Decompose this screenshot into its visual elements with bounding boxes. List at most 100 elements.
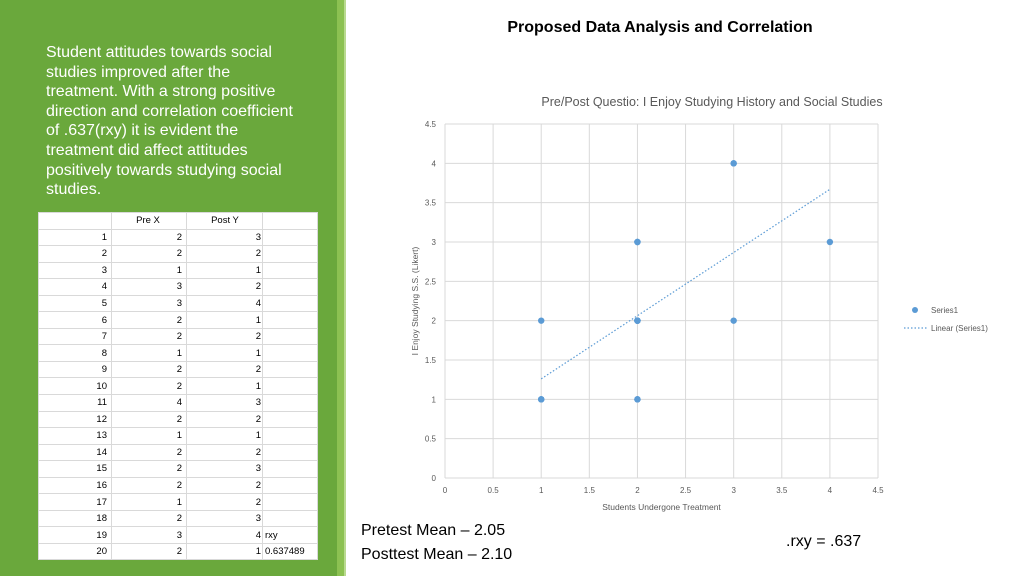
table-cell: 16 [38,476,112,495]
table-row: 16 2 2 [38,476,318,495]
table-cell: 1 [111,493,187,511]
table-cell [262,377,318,396]
y-tick-label: 0 [432,474,437,483]
x-tick-label: 4 [828,486,833,495]
table-cell: 7 [38,327,112,346]
table-header-cell [262,212,318,230]
pretest-mean: Pretest Mean – 2.05 [361,522,506,539]
table-cell: 19 [38,526,112,544]
y-axis-label: I Enjoy Studying S.S. (Likert) [410,247,420,356]
data-table: Pre X Post Y 1 2 3 2 2 2 3 1 1 4 3 2 5 3 4 6 2 1 7 2 2 8 1 1 9 2 2 10… [38,212,318,561]
page-title: Proposed Data Analysis and Correlation [507,19,813,36]
table-cell: 20 [38,542,112,561]
table-cell: 6 [38,311,112,329]
y-tick-label: 4 [432,159,437,168]
table-cell: 1 [111,427,187,445]
data-point [634,317,641,324]
table-cell: 2 [38,245,112,263]
scatter-chart: Pre/Post Questio: I Enjoy Studying Histo… [410,95,988,512]
table-cell: 3 [111,526,187,544]
table-cell: 2 [186,278,263,296]
table-cell [262,360,318,379]
table-row: 20 2 1 0.637489 [38,542,318,561]
table-row: 13 1 1 [38,427,318,445]
table-header-row: Pre X Post Y [38,212,318,230]
table-row: 19 3 4 rxy [38,526,318,544]
table-cell: 2 [111,410,187,429]
table-cell: 2 [186,410,263,429]
table-cell [262,228,318,247]
table-header-cell: Pre X [111,212,187,230]
table-cell [262,443,318,462]
table-cell: 2 [111,460,187,478]
table-cell: 1 [186,377,263,396]
table-cell: 8 [38,344,112,362]
table-cell: 2 [111,228,187,247]
table-cell: 2 [186,245,263,263]
table-row: 17 1 2 [38,493,318,511]
table-cell: 11 [38,394,112,412]
y-tick-label: 0.5 [425,435,437,444]
x-tick-label: 1 [539,486,544,495]
table-cell [262,294,318,313]
table-cell: 1 [186,427,263,445]
table-cell: 2 [186,360,263,379]
table-body: Pre X Post Y 1 2 3 2 2 2 3 1 1 4 3 2 5 3 4 6 2 1 7 2 2 8 1 1 9 2 2 10… [38,212,318,561]
table-cell: 3 [111,278,187,296]
table-cell [262,410,318,429]
posttest-mean: Posttest Mean – 2.10 [361,546,513,563]
data-point [730,160,737,167]
table-cell: 2 [111,542,187,561]
x-tick-label: 1.5 [584,486,596,495]
table-cell: 2 [186,493,263,511]
table-cell: 2 [186,327,263,346]
table-cell [262,476,318,495]
data-point [730,317,737,324]
y-tick-label: 2 [432,317,437,326]
legend-label-trendline: Linear (Series1) [931,324,988,333]
table-cell [262,427,318,445]
data-point [634,396,641,403]
table-cell [262,344,318,362]
table-cell: rxy [262,526,318,544]
table-row: 11 4 3 [38,394,318,412]
table-cell [262,394,318,412]
table-cell: 2 [111,245,187,263]
table-cell: 10 [38,377,112,396]
y-tick-label: 3.5 [425,199,437,208]
table-cell: 3 [186,509,263,528]
x-tick-label: 3.5 [776,486,788,495]
x-tick-label: 3 [731,486,736,495]
panel-accent-stripe-light [344,0,346,576]
y-tick-label: 1.5 [425,356,437,365]
table-cell: 3 [186,228,263,247]
table-row: 15 2 3 [38,460,318,478]
table-cell: 2 [111,377,187,396]
table-cell: 2 [186,443,263,462]
table-cell: 2 [111,476,187,495]
table-row: 12 2 2 [38,410,318,429]
y-tick-label: 1 [432,395,437,404]
x-tick-label: 4.5 [872,486,884,495]
chart-title: Pre/Post Questio: I Enjoy Studying Histo… [541,95,882,109]
table-cell: 4 [186,526,263,544]
table-cell: 0.637489 [262,542,318,561]
data-point [538,317,545,324]
table-cell [262,245,318,263]
table-cell: 1 [38,228,112,247]
table-cell: 1 [186,542,263,561]
table-cell: 14 [38,443,112,462]
table-cell: 2 [111,311,187,329]
table-row: 10 2 1 [38,377,318,396]
table-cell [262,327,318,346]
table-cell: 5 [38,294,112,313]
table-row: 18 2 3 [38,509,318,528]
table-cell: 1 [186,261,263,280]
table-header-cell [38,212,112,230]
table-cell [262,509,318,528]
